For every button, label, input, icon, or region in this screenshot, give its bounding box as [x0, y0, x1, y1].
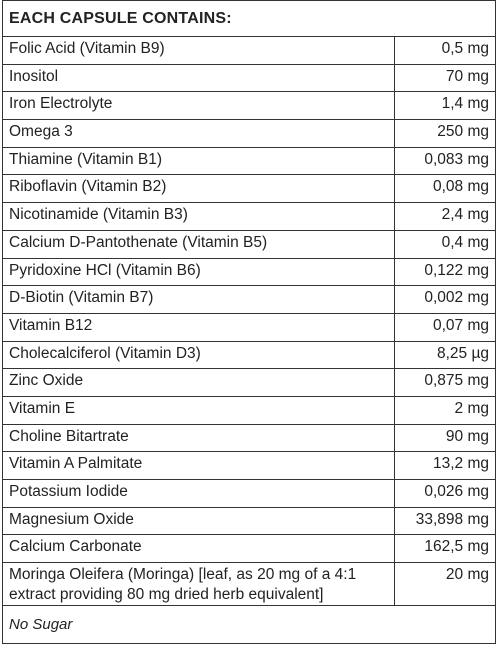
amount: 1,4 mg [394, 91, 495, 121]
amount: 0,122 mg [394, 257, 495, 287]
amount: 0,08 mg [394, 174, 495, 204]
amount: 13,2 mg [394, 451, 495, 480]
amount: 0,002 mg [394, 285, 495, 314]
row: Inositol 70 mg [3, 63, 495, 93]
ingredient: Moringa Oleifera (Moringa) [leaf, as 20 … [3, 562, 395, 607]
ingredient: Choline Bitartrate [3, 423, 395, 453]
footer-note: No Sugar [9, 616, 73, 634]
ingredient: Magnesium Oxide [3, 506, 395, 536]
row: Calcium Carbonate 162,5 mg [3, 534, 495, 564]
amount: 0,5 mg [394, 36, 495, 65]
row: Riboflavin (Vitamin B2) 0,08 mg [3, 174, 495, 204]
title: EACH CAPSULE CONTAINS: [9, 10, 232, 27]
amount: 0,083 mg [394, 146, 495, 176]
row: Zinc Oxide 0,875 mg [3, 368, 495, 397]
row: Iron Electrolyte 1,4 mg [3, 91, 495, 121]
ingredient: Nicotinamide (Vitamin B3) [3, 202, 395, 231]
amount: 250 mg [394, 119, 495, 148]
ingredient: Calcium D-Pantothenate (Vitamin B5) [3, 229, 395, 259]
ingredient: Pyridoxine HCl (Vitamin B6) [3, 257, 395, 287]
amount: 2,4 mg [394, 202, 495, 231]
ingredient: Omega 3 [3, 119, 395, 148]
ingredient: Riboflavin (Vitamin B2) [3, 174, 395, 204]
row: Pyridoxine HCl (Vitamin B6) 0,122 mg [3, 257, 495, 287]
row: Choline Bitartrate 90 mg [3, 423, 495, 453]
amount: 20 mg [394, 562, 495, 607]
row: Magnesium Oxide 33,898 mg [3, 506, 495, 536]
row: Folic Acid (Vitamin B9) 0,5 mg [3, 36, 495, 65]
ingredient: Cholecalciferol (Vitamin D3) [3, 340, 395, 370]
ingredient: Zinc Oxide [3, 368, 395, 397]
ingredient: Calcium Carbonate [3, 534, 395, 564]
ingredient: Potassium Iodide [3, 479, 395, 508]
amount: 70 mg [394, 63, 495, 93]
row: D-Biotin (Vitamin B7) 0,002 mg [3, 285, 495, 314]
row: Vitamin A Palmitate 13,2 mg [3, 451, 495, 480]
amount: 0,4 mg [394, 229, 495, 259]
row: Calcium D-Pantothenate (Vitamin B5) 0,4 m… [3, 229, 495, 259]
amount: 33,898 mg [394, 506, 495, 536]
ingredient: Inositol [3, 63, 395, 93]
row: Thiamine (Vitamin B1) 0,083 mg [3, 146, 495, 176]
amount: 162,5 mg [394, 534, 495, 564]
ingredient: Vitamin B12 [3, 312, 395, 342]
ingredient: D-Biotin (Vitamin B7) [3, 285, 395, 314]
row: Cholecalciferol (Vitamin D3) 8,25 µg [3, 340, 495, 370]
amount: 8,25 µg [394, 340, 495, 370]
row: Nicotinamide (Vitamin B3) 2,4 mg [3, 202, 495, 231]
ingredient: Thiamine (Vitamin B1) [3, 146, 395, 176]
row: Vitamin B12 0,07 mg [3, 312, 495, 342]
amount: 0,07 mg [394, 312, 495, 342]
amount: 90 mg [394, 423, 495, 453]
ingredient: Vitamin A Palmitate [3, 451, 395, 480]
row: Potassium Iodide 0,026 mg [3, 479, 495, 508]
amount: 0,875 mg [394, 368, 495, 397]
row: Moringa Oleifera (Moringa) [leaf, as 20 … [3, 562, 495, 607]
ingredient: Folic Acid (Vitamin B9) [3, 36, 395, 65]
row: Omega 3 250 mg [3, 119, 495, 148]
amount: 2 mg [394, 395, 495, 425]
nutrient-table: Folic Acid (Vitamin B9) 0,5 mg Inositol 70 … [3, 36, 495, 607]
ingredient: Vitamin E [3, 395, 395, 425]
amount: 0,026 mg [394, 479, 495, 508]
ingredient: Iron Electrolyte [3, 91, 395, 121]
